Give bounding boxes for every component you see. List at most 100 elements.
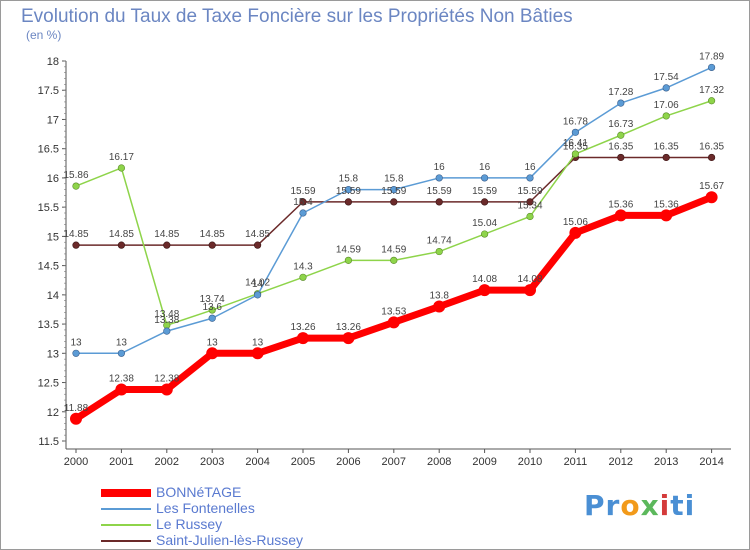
data-point-0 (569, 226, 582, 239)
data-label-1: 13.6 (202, 302, 222, 313)
data-point-0 (297, 332, 309, 345)
data-point-2 (390, 256, 398, 264)
logo-part: o (620, 489, 641, 522)
data-point-2 (662, 112, 670, 120)
data-point-2 (208, 306, 216, 314)
x-tick-label: 2001 (109, 456, 133, 468)
data-label-2: 14.59 (336, 244, 361, 255)
data-point-0 (705, 191, 718, 204)
x-tick-label: 2007 (382, 456, 406, 468)
data-label-1: 16 (524, 162, 536, 173)
data-label-1: 13 (70, 337, 82, 348)
data-label-1: 15.8 (339, 174, 359, 185)
x-tick-label: 2011 (564, 456, 588, 468)
data-label-2: 16.41 (563, 138, 588, 149)
data-label-1: 15.8 (384, 174, 404, 185)
data-label-3: 15.59 (290, 186, 315, 197)
data-label-0: 13.26 (290, 322, 315, 333)
data-point-0 (524, 284, 536, 297)
logo-part: x (640, 489, 660, 522)
data-label-2: 16.73 (608, 119, 633, 130)
x-tick-label: 2006 (336, 456, 360, 468)
data-label-3: 15.59 (517, 186, 542, 197)
data-label-2: 13.74 (200, 294, 225, 305)
data-label-1: 16.78 (563, 116, 588, 127)
data-point-1 (390, 186, 398, 194)
legend-swatch-les-fontenelles (101, 508, 151, 510)
data-label-3: 16.35 (699, 141, 724, 152)
data-label-3: 14.85 (63, 229, 88, 240)
y-tick-label: 18 (47, 56, 59, 68)
legend-label-saint-julien: Saint-Julien-lès-Russey (156, 532, 304, 548)
data-label-3: 14.85 (154, 229, 179, 240)
data-label-1: 17.54 (654, 72, 679, 83)
x-tick-label: 2003 (200, 456, 224, 468)
data-point-3 (163, 241, 171, 249)
data-label-2: 15.04 (472, 218, 497, 229)
chart-title: Evolution du Taux de Taxe Foncière sur l… (21, 6, 573, 27)
data-point-1 (617, 99, 625, 107)
y-tick-label: 17.5 (38, 85, 59, 97)
data-label-2: 15.86 (63, 170, 88, 181)
data-point-3 (707, 153, 716, 162)
data-point-2 (72, 182, 80, 190)
y-tick-label: 17 (47, 114, 59, 126)
y-tick-label: 11.5 (38, 436, 59, 448)
logo-part: ti (670, 489, 696, 522)
data-point-1 (481, 174, 489, 182)
data-label-1: 17.28 (608, 87, 633, 98)
data-point-3 (662, 153, 670, 162)
data-label-2: 17.06 (654, 100, 679, 111)
data-point-2 (435, 247, 443, 256)
data-label-2: 14.02 (245, 278, 270, 289)
y-tick-label: 15.5 (38, 202, 59, 214)
data-point-1 (254, 291, 262, 299)
data-point-0 (387, 316, 400, 329)
data-label-1: 16 (479, 162, 491, 173)
data-point-3 (254, 241, 262, 249)
data-point-1 (299, 209, 307, 217)
y-tick-label: 13 (47, 348, 59, 360)
data-point-3 (526, 198, 534, 206)
x-tick-label: 2014 (699, 456, 723, 468)
data-point-1 (707, 63, 716, 72)
data-label-2: 14.3 (293, 261, 313, 272)
x-tick-label: 2010 (518, 456, 542, 468)
data-label-0: 12.38 (109, 374, 134, 385)
data-label-3: 15.59 (381, 186, 406, 197)
logo-part: Pr (584, 489, 621, 522)
data-label-1: 16 (434, 162, 446, 173)
data-point-2 (117, 164, 125, 172)
legend-label-les-fontenelles: Les Fontenelles (156, 500, 255, 516)
data-label-3: 14.85 (109, 229, 134, 240)
legend-swatch-saint-julien (101, 540, 151, 542)
data-point-0 (660, 209, 673, 222)
data-point-3 (435, 198, 443, 206)
data-label-0: 15.36 (654, 199, 679, 210)
data-point-3 (390, 198, 398, 206)
data-label-1: 13.38 (154, 315, 179, 326)
proxiti-logo: Proxiti (584, 489, 695, 522)
y-tick-label: 15 (47, 231, 59, 243)
data-point-3 (299, 198, 307, 206)
y-tick-label: 14.5 (38, 261, 59, 273)
data-label-0: 13 (252, 337, 264, 348)
data-label-2: 13.48 (154, 309, 179, 320)
data-point-0 (433, 300, 446, 313)
x-tick-label: 2012 (609, 456, 633, 468)
data-label-3: 15.59 (336, 186, 361, 197)
data-point-1 (344, 186, 353, 194)
chart-subtitle: (en %) (26, 28, 62, 42)
data-label-2: 15.34 (517, 201, 542, 212)
data-point-1 (72, 349, 80, 357)
data-point-3 (208, 241, 216, 249)
data-label-3: 16.35 (563, 141, 588, 152)
data-label-3: 14.85 (245, 229, 270, 240)
data-label-3: 14.85 (200, 229, 225, 240)
data-point-2 (571, 150, 580, 158)
data-label-3: 16.35 (654, 141, 679, 152)
data-point-2 (617, 131, 625, 139)
data-label-1: 17.89 (699, 51, 724, 62)
